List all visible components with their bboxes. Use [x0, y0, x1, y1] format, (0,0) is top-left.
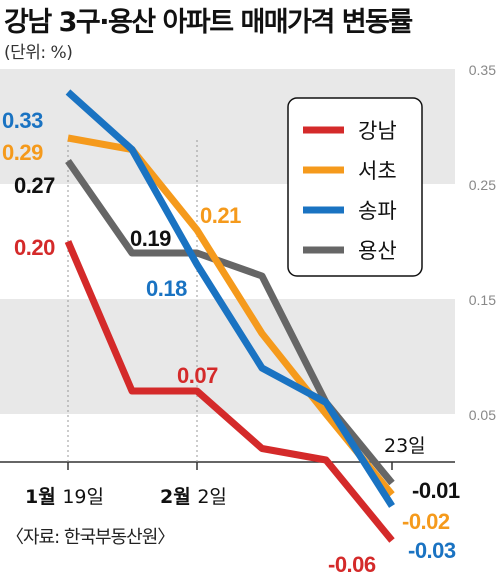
legend-label: 강남: [358, 119, 397, 143]
x-tick-label: 1월 19일: [25, 486, 104, 508]
series-line-송파: [65, 89, 395, 508]
data-label: 0.33: [2, 108, 43, 133]
y-tick-label: 0.15: [469, 292, 496, 308]
y-tick-label: 0.25: [469, 177, 496, 193]
data-label: 0.21: [200, 203, 241, 228]
x-tick-label: 23일: [384, 435, 426, 457]
y-tick-label: 0.35: [469, 62, 496, 78]
legend-label: 서초: [358, 159, 397, 183]
legend-label: 용산: [358, 239, 397, 263]
legend-label: 송파: [358, 199, 397, 223]
data-label: -0.03: [408, 538, 456, 563]
data-label: 0.27: [14, 173, 55, 198]
data-label: 0.07: [177, 363, 218, 388]
data-label: 0.20: [14, 235, 55, 260]
data-label: 0.29: [2, 140, 43, 165]
data-label: -0.02: [402, 509, 450, 534]
unit-label: (단위: %): [4, 43, 73, 63]
data-label: -0.06: [328, 552, 376, 577]
series-line-강남: [64, 240, 395, 543]
data-label: -0.01: [412, 478, 460, 503]
y-tick-label: 0.05: [469, 407, 496, 423]
data-label: 0.19: [130, 226, 171, 251]
legend-box: [287, 97, 423, 277]
data-label: 0.18: [146, 276, 187, 301]
series-line-서초: [67, 134, 395, 497]
source-note: 〈자료: 한국부동산원〉: [6, 527, 175, 548]
chart-title: 강남 3구·용산 아파트 매매가격 변동률: [4, 7, 413, 38]
x-tick-label: 2월 2일: [160, 486, 227, 508]
